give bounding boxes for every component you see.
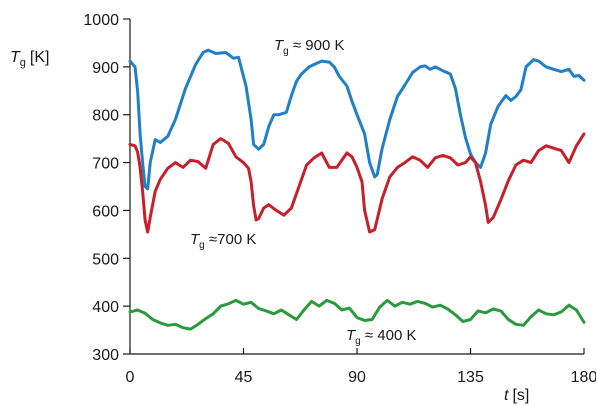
x-ticks: 0 45 90 135 180 — [126, 348, 596, 386]
x-tick-label: 135 — [457, 369, 484, 386]
axes — [129, 19, 584, 355]
x-tick-label: 90 — [348, 369, 366, 386]
y-tick-label: 500 — [92, 251, 119, 268]
series-annotation-700k: Tg ≈700 K — [190, 231, 256, 251]
x-axis-title: t [s] — [504, 387, 529, 404]
y-ticks: 300 400 500 600 700 800 900 1000 — [83, 12, 130, 364]
y-tick-label: 600 — [92, 203, 119, 220]
x-tick-label: 45 — [235, 369, 253, 386]
y-tick-label: 700 — [92, 156, 119, 173]
y-tick-label: 900 — [92, 60, 119, 77]
y-tick-label: 800 — [92, 108, 119, 125]
x-tick-label: 180 — [571, 369, 596, 386]
y-tick-label: 1000 — [83, 12, 119, 29]
series-line-1 — [128, 132, 586, 234]
series-layer — [128, 48, 586, 331]
y-axis-title: Tg [K] — [10, 49, 49, 69]
series-annotation-400k: Tg ≈ 400 K — [346, 327, 417, 347]
series-line-0 — [128, 48, 586, 191]
y-tick-label: 300 — [92, 347, 119, 364]
series-annotation-900k: Tg ≈ 900 K — [274, 37, 345, 57]
x-tick-label: 0 — [126, 369, 135, 386]
series-line-2 — [128, 298, 586, 331]
y-tick-label: 400 — [92, 299, 119, 316]
